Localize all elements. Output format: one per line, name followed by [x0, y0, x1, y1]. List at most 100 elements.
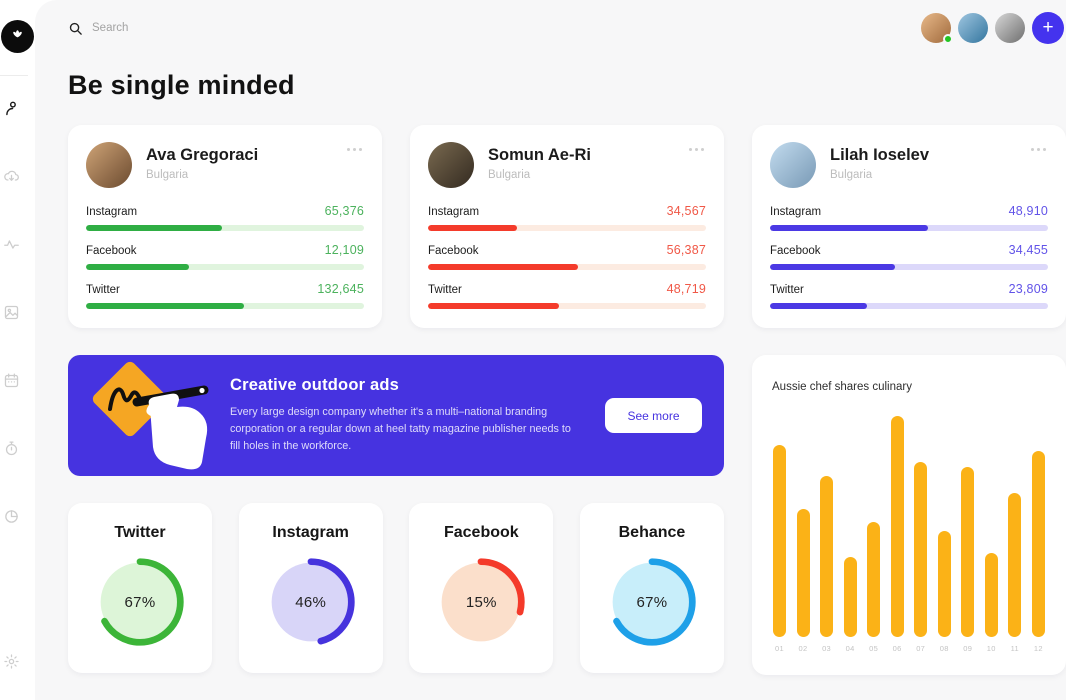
activity-icon[interactable] — [3, 236, 20, 253]
promo-banner: Creative outdoor ads Every large design … — [68, 355, 724, 476]
search-box — [68, 21, 272, 36]
more-options-icon[interactable] — [687, 142, 706, 157]
profile-card: Ava Gregoraci Bulgaria Instagram 65,376 … — [68, 125, 382, 328]
bar-fill — [890, 416, 904, 637]
stat-label: Twitter — [770, 284, 804, 296]
progress-fill — [86, 303, 245, 309]
gauges-row: Twitter 67% Instagram 46% Facebook 15% — [68, 503, 724, 673]
profile-country: Bulgaria — [830, 169, 873, 181]
user-avatar-1[interactable] — [921, 13, 953, 44]
progress-fill — [86, 225, 223, 231]
stat-row: Facebook 56,387 — [428, 243, 706, 270]
pie-chart-icon[interactable] — [3, 508, 20, 525]
stat-label: Twitter — [86, 284, 120, 296]
more-options-icon[interactable] — [1029, 142, 1048, 157]
gauge-title: Instagram — [272, 524, 349, 541]
bar-axis-label: 03 — [822, 644, 832, 653]
see-more-button[interactable]: See more — [605, 398, 702, 433]
gauge-ring — [608, 558, 696, 646]
calendar-icon[interactable] — [3, 372, 20, 389]
bar-fill — [914, 462, 928, 637]
chart-bar-column: 09 — [961, 467, 975, 653]
stat-row: Instagram 48,910 — [770, 204, 1048, 231]
gauge-percent: 46% — [295, 593, 327, 611]
profile-card: Somun Ae-Ri Bulgaria Instagram 34,567 Fa… — [410, 125, 724, 328]
chart-bar-column: 05 — [867, 522, 881, 653]
stat-label: Instagram — [428, 206, 480, 218]
search-input[interactable] — [92, 22, 272, 34]
stat-row: Instagram 65,376 — [86, 204, 364, 231]
hand-drawing-illustration — [92, 361, 209, 469]
gauge-title: Facebook — [443, 524, 519, 541]
bar-fill — [820, 476, 834, 637]
bar-axis-label: 12 — [1033, 644, 1043, 653]
bar-axis-label: 06 — [892, 644, 902, 653]
profile-avatar — [770, 142, 816, 188]
progress-track — [770, 225, 1048, 231]
more-options-icon[interactable] — [345, 142, 364, 157]
stat-value: 65,376 — [324, 204, 364, 218]
profile-country: Bulgaria — [146, 169, 189, 181]
app-logo[interactable] — [1, 20, 34, 53]
progress-fill — [86, 264, 189, 270]
add-button[interactable]: + — [1032, 12, 1064, 44]
stat-row: Twitter 23,809 — [770, 282, 1048, 309]
bar-fill — [1008, 493, 1022, 637]
bar-axis-label: 11 — [1010, 644, 1019, 653]
profile-stats: Instagram 34,567 Facebook 56,387 Twitter… — [428, 204, 706, 309]
user-avatar-2[interactable] — [958, 13, 988, 43]
stat-value: 56,387 — [666, 243, 706, 257]
topbar: + — [68, 0, 1066, 56]
profile-avatar — [428, 142, 474, 188]
bar-axis-label: 01 — [775, 644, 784, 653]
timer-icon[interactable] — [3, 440, 20, 457]
bar-fill — [773, 445, 786, 637]
bar-fill — [961, 467, 975, 637]
progress-fill — [428, 264, 579, 270]
stat-label: Facebook — [770, 245, 821, 257]
chart-bar-column: 06 — [890, 416, 904, 653]
topbar-avatars: + — [921, 12, 1064, 44]
profile-name: Ava Gregoraci — [146, 146, 259, 164]
settings-icon[interactable] — [3, 653, 20, 670]
profile-avatar — [86, 142, 132, 188]
user-icon[interactable] — [3, 100, 20, 117]
gauge-ring — [96, 558, 184, 646]
chart-bar-column: 04 — [843, 557, 857, 653]
chart-bar-column: 10 — [984, 553, 998, 653]
gauge-card: Instagram 46% — [238, 503, 383, 673]
bar-axis-label: 09 — [963, 644, 973, 653]
gauge-title: Behance — [618, 524, 686, 541]
bar-axis-label: 10 — [986, 644, 996, 653]
progress-track — [86, 303, 364, 309]
user-avatar-3[interactable] — [995, 13, 1025, 43]
progress-track — [770, 303, 1048, 309]
sidebar — [0, 0, 35, 700]
main-content: + Be single minded Ava Gregoraci Bulgari… — [35, 0, 1066, 700]
bar-chart: 01 02 03 04 05 06 07 08 09 10 11 — [772, 406, 1046, 653]
stat-value: 23,809 — [1008, 282, 1048, 296]
chart-bar-column: 02 — [796, 509, 810, 653]
profile-country: Bulgaria — [488, 169, 531, 181]
stat-row: Twitter 132,645 — [86, 282, 364, 309]
stat-label: Twitter — [428, 284, 462, 296]
progress-fill — [770, 225, 929, 231]
profile-card: Lilah Ioselev Bulgaria Instagram 48,910 … — [752, 125, 1066, 328]
gauge-card: Facebook 15% — [409, 503, 554, 673]
gauge-title: Twitter — [114, 524, 166, 541]
chart-bar-column: 07 — [914, 462, 928, 653]
profile-stats: Instagram 48,910 Facebook 34,455 Twitter… — [770, 204, 1048, 309]
chart-bar-column: 12 — [1031, 451, 1045, 653]
progress-fill — [770, 264, 896, 270]
image-icon[interactable] — [3, 304, 20, 321]
bar-fill — [937, 531, 951, 637]
cloud-download-icon[interactable] — [3, 168, 20, 185]
bar-fill — [843, 557, 857, 637]
stat-value: 48,910 — [1008, 204, 1048, 218]
bar-fill — [984, 553, 998, 637]
bar-axis-label: 05 — [869, 644, 879, 653]
bar-fill — [796, 509, 810, 637]
bar-chart-card: Aussie chef shares culinary 01 02 03 04 … — [752, 355, 1066, 675]
chart-bar-column: 11 — [1008, 493, 1022, 653]
